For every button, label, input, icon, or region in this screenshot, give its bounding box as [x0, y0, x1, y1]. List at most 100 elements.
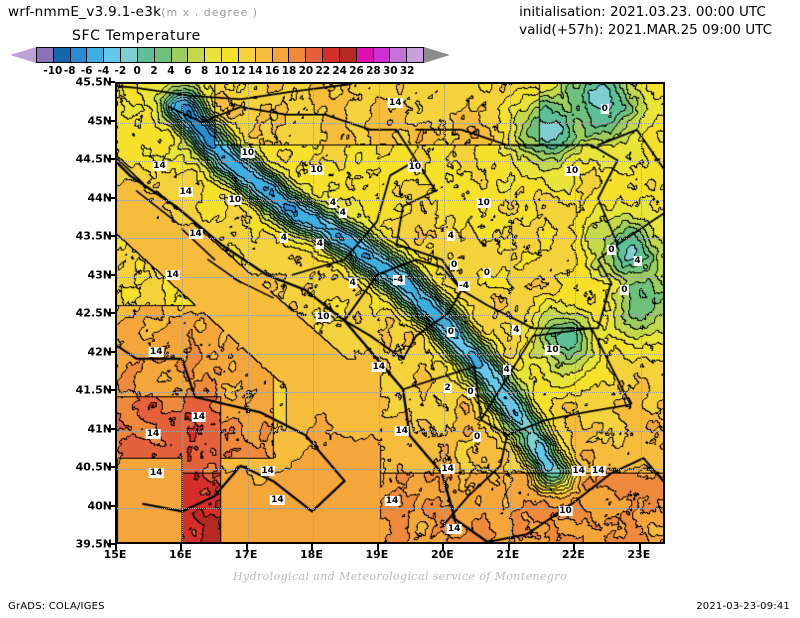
lat-tickmark	[108, 273, 115, 276]
gridline-horizontal	[117, 353, 663, 355]
lat-tickmark	[108, 119, 115, 122]
map-plot-area[interactable]: 14 10 10 10 10 0 14 14 10 4 4 10 14 4 4 4 0 4 14 -4 0 0 -4 4 0 10…	[115, 82, 665, 544]
grads-attribution: GrADS: COLA/IGES	[8, 601, 105, 612]
contour-label: 10	[407, 162, 423, 173]
valid-time: valid(+57h): 2021.MAR.25 09:00 UTC	[519, 22, 772, 38]
contour-label: 14	[590, 465, 606, 476]
colorbar-tick-10: 10	[214, 65, 229, 77]
colorbar-tick--4: -4	[97, 65, 110, 77]
lon-tick-23E: 23E	[627, 548, 651, 561]
contour-label: 4	[348, 277, 357, 288]
lon-tickmark	[245, 544, 248, 551]
model-name: wrf-nmmE_v3.9.1-e3k	[8, 4, 162, 20]
gridline-vertical	[247, 84, 249, 542]
contour-label: 0	[466, 387, 475, 397]
lat-tickmark	[108, 427, 115, 430]
gridline-horizontal	[117, 469, 663, 470]
contour-label: 10	[309, 165, 324, 176]
colorbar-tick-26: 26	[349, 65, 364, 77]
lat-tick-41N: 41N	[87, 422, 112, 435]
lon-tickmark	[638, 544, 641, 551]
contour-label: 14	[165, 269, 180, 280]
gridline-horizontal	[117, 199, 663, 201]
gridline-vertical	[509, 84, 511, 542]
colorbar-cell-13	[255, 48, 273, 62]
colorbar-tick-0: 0	[133, 65, 141, 77]
contour-label: 4	[446, 231, 456, 242]
colorbar-cell-10	[205, 48, 223, 62]
lat-tick-40N: 40N	[87, 499, 112, 512]
colorbar-cell-4	[104, 48, 122, 62]
colorbar-tick-20: 20	[298, 65, 314, 77]
lon-tickmark	[507, 544, 510, 551]
contour-label: 14	[388, 98, 403, 109]
colorbar-tick--2: -2	[114, 65, 127, 77]
contour-label: 4	[633, 256, 642, 267]
contour-label: -4	[392, 275, 405, 286]
colorbar-cell-15	[289, 48, 307, 62]
gridline-horizontal	[117, 161, 663, 162]
lat-tickmark	[108, 196, 115, 199]
colorbar-tick--6: -6	[80, 65, 93, 77]
gridline-vertical	[313, 84, 315, 542]
gridline-horizontal	[117, 122, 663, 124]
colorbar-tick--10: -10	[43, 65, 63, 77]
lat-tick-41.5N: 41.5N	[75, 383, 112, 397]
colorbar-cell-6	[137, 48, 155, 62]
colorbar: -10 -8 -6 -4 -2 0 2 4 6 8 10 12 14 16 18 20 22 24 26 28 30 32	[10, 47, 450, 77]
model-title: wrf-nmmE_v3.9.1-e3k(m x . degree )	[8, 4, 258, 20]
service-credit: Hydrological and Meteorological service …	[232, 570, 568, 583]
lon-tick-20E: 20E	[430, 548, 454, 561]
lat-tickmark	[108, 235, 115, 237]
colorbar-cell-0	[37, 48, 54, 62]
lat-tickmark	[108, 389, 115, 391]
lon-tickmark	[180, 544, 183, 551]
colorbar-swatches	[36, 47, 424, 63]
contour-label: 14	[191, 411, 207, 422]
colorbar-cell-8	[171, 48, 189, 62]
gridline-vertical	[640, 84, 642, 542]
lon-tickmark	[376, 544, 379, 551]
colorbar-cell-2	[70, 48, 88, 62]
lat-tick-44.5N: 44.5N	[75, 152, 112, 166]
colorbar-cell-17	[323, 48, 340, 62]
contour-label: 0	[620, 285, 629, 296]
colorbar-tick-32: 32	[399, 65, 415, 77]
lat-tick-45N: 45N	[87, 114, 112, 127]
lat-tickmark	[108, 543, 115, 545]
colorbar-tick-labels: -10 -8 -6 -4 -2 0 2 4 6 8 10 12 14 16 18 20 22 24 26 28 30 32	[36, 65, 424, 79]
generation-timestamp: 2021-03-23-09:41	[696, 601, 790, 612]
contour-label: 14	[371, 362, 387, 373]
gridline-horizontal	[117, 276, 663, 278]
contour-label: 4	[279, 233, 289, 243]
colorbar-cell-1	[53, 48, 71, 62]
contour-label: 10	[564, 166, 580, 176]
contour-label: 4	[338, 208, 348, 219]
contour-label: 14	[178, 186, 194, 197]
lat-tickmark	[108, 504, 115, 507]
contour-label: 14	[149, 346, 164, 357]
colorbar-tick-6: 6	[184, 65, 192, 77]
colorbar-tick-16: 16	[264, 65, 280, 77]
lon-tick-18E: 18E	[300, 548, 323, 561]
contour-label: 14	[446, 524, 462, 535]
contour-label: 4	[512, 325, 521, 336]
gridline-vertical	[182, 84, 184, 542]
colorbar-tick--8: -8	[63, 65, 76, 77]
colorbar-cell-21	[390, 48, 408, 62]
colorbar-high-cap-icon	[424, 47, 450, 63]
lon-tick-21E: 21E	[496, 548, 520, 561]
lat-tick-43N: 43N	[87, 268, 112, 281]
lat-tickmark	[108, 81, 115, 83]
lon-tickmark	[573, 544, 576, 551]
lon-tickmark	[311, 544, 314, 551]
lon-tick-15E: 15E	[103, 548, 127, 561]
lat-tick-42.5N: 42.5N	[75, 306, 112, 320]
model-units: (m x . degree )	[161, 6, 259, 19]
contour-label: 14	[571, 465, 586, 476]
gridline-vertical	[378, 84, 380, 542]
lon-tick-16E: 16E	[169, 548, 192, 561]
lat-tick-43.5N: 43.5N	[75, 229, 112, 243]
contour-label: 0	[600, 103, 609, 114]
gridline-vertical	[575, 84, 577, 542]
